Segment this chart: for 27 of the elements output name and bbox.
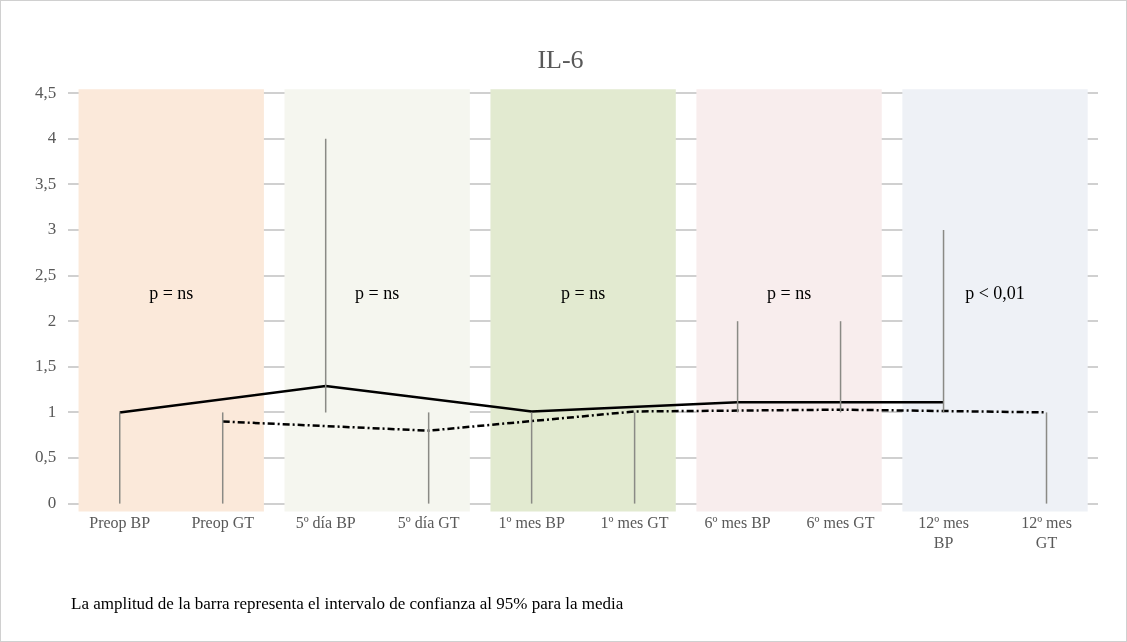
y-tick-label: 2,5 bbox=[35, 265, 57, 285]
band-label: p = ns bbox=[149, 282, 194, 303]
y-tick-label: 4 bbox=[47, 128, 57, 148]
band-label: p < 0,01 bbox=[965, 282, 1025, 303]
x-tick-label: 6º mes BP bbox=[704, 514, 771, 532]
y-tick-label: 1 bbox=[47, 401, 57, 421]
x-tick-label: 1º mes BP bbox=[498, 514, 565, 532]
x-tick-label: 12º mes BP bbox=[918, 514, 969, 551]
x-tick-label: 5º día BP bbox=[295, 514, 356, 532]
x-tick-label: 6º mes GT bbox=[806, 514, 875, 532]
y-tick-label: 3,5 bbox=[35, 173, 57, 193]
x-tick-label: 1º mes GT bbox=[600, 514, 669, 532]
y-tick-label: 2 bbox=[47, 310, 57, 330]
band-label: p = ns bbox=[767, 282, 812, 303]
x-tick-label: 5º día GT bbox=[397, 514, 460, 532]
x-tick-label: Preop BP bbox=[89, 514, 151, 533]
y-tick-label: 0 bbox=[47, 493, 57, 513]
y-tick-label: 4,5 bbox=[35, 82, 57, 102]
x-tick-label: Preop GT bbox=[191, 514, 255, 533]
x-tick-label: 12º mes GT bbox=[1021, 514, 1072, 551]
band-label: p = ns bbox=[355, 282, 400, 303]
y-tick-label: 0,5 bbox=[35, 447, 57, 467]
y-tick-label: 3 bbox=[47, 219, 57, 239]
text: La amplitud de la barra representa el intervalo de confianza al 95% para la media bbox=[71, 594, 624, 614]
band-label: p = ns bbox=[561, 282, 606, 303]
y-tick-label: 1,5 bbox=[35, 356, 57, 376]
chart-title: IL-6 bbox=[537, 45, 584, 75]
